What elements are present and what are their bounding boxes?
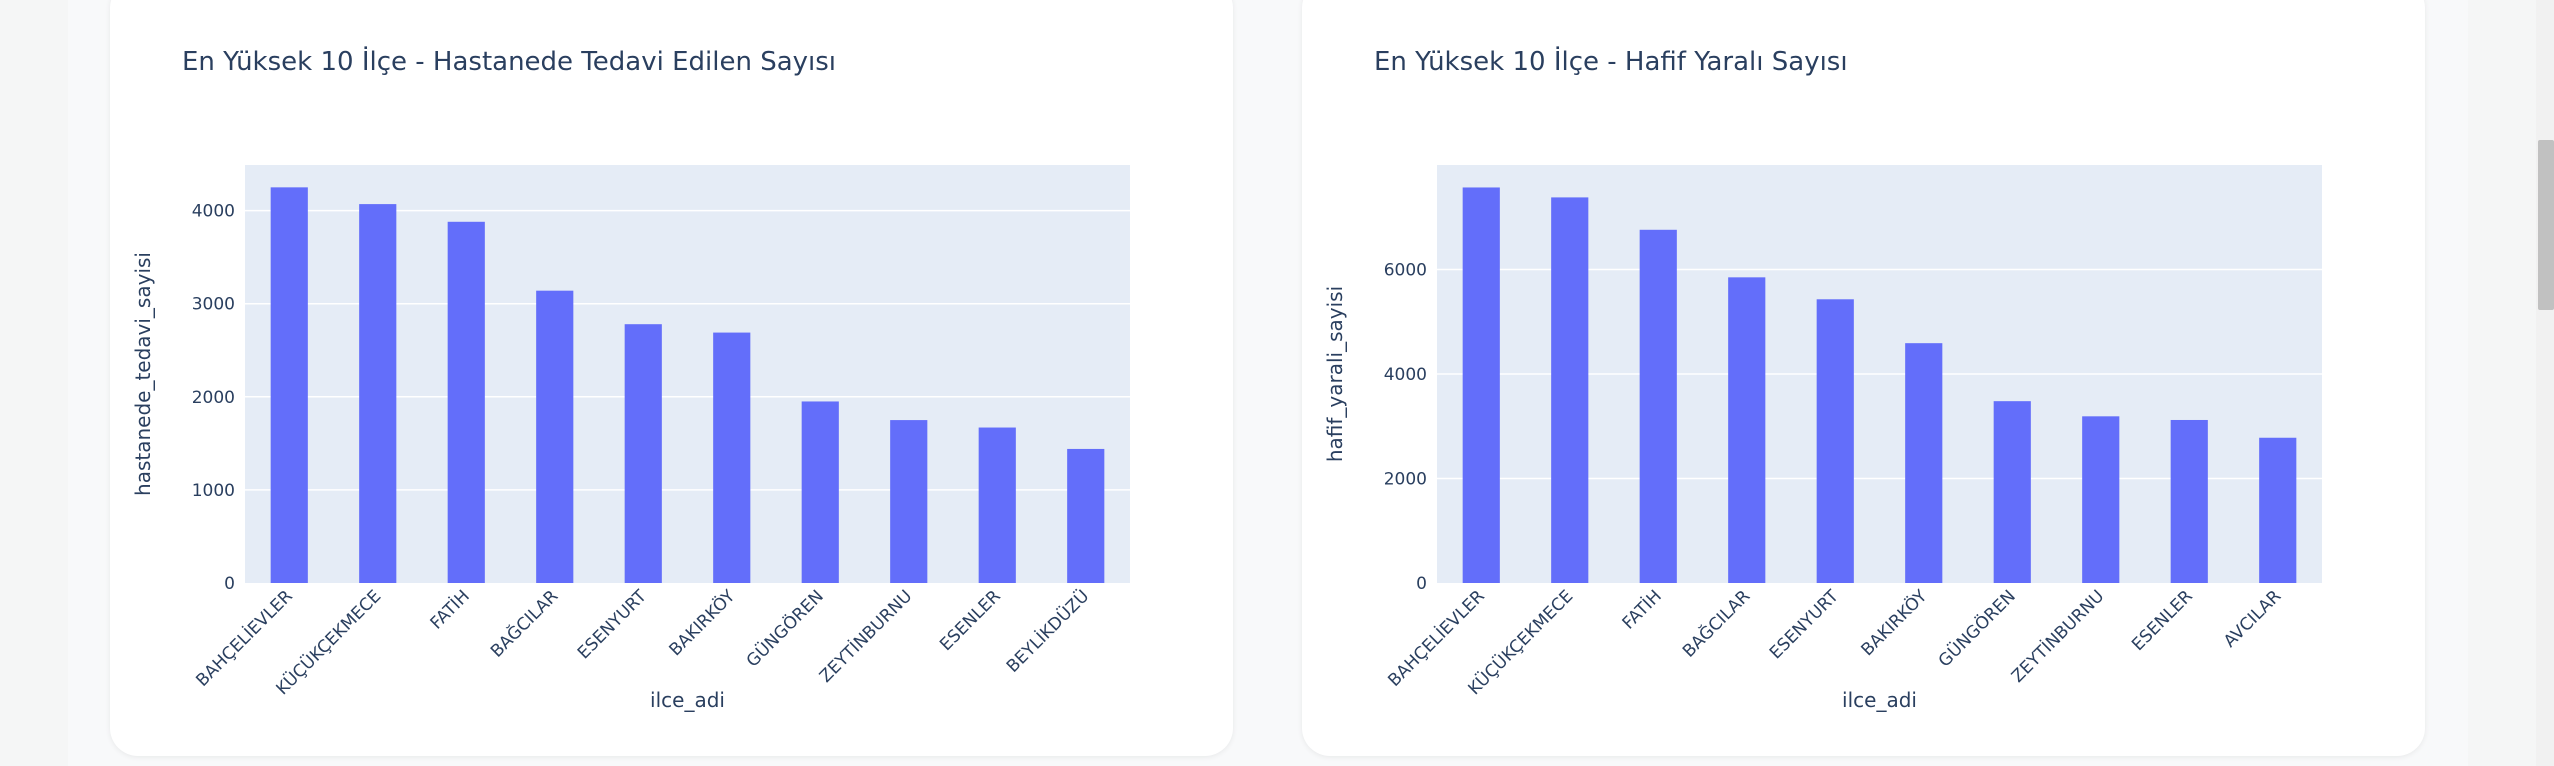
x-tick-label: ZEYTİNBURNU [2007,586,2108,687]
bar[interactable] [624,324,662,583]
x-tick-label: BAKIRKÖY [664,585,740,661]
bar[interactable] [270,187,308,583]
bar[interactable] [890,420,928,583]
y-tick-label: 4000 [192,202,235,222]
scrollbar-track[interactable] [2536,0,2554,766]
x-axis-title: ilce_adi [650,688,725,712]
x-tick-label: ESENLER [936,586,1005,655]
y-axis-title: hafif_yarali_sayisi [1323,286,1347,462]
x-tick-label: BAKIRKÖY [1856,585,1932,661]
x-tick-label: BAHÇELİEVLER [1384,586,1489,691]
y-tick-label: 6000 [1384,261,1427,281]
bar[interactable] [1067,448,1105,583]
x-axis-title: ilce_adi [1842,688,1917,712]
y-tick-label: 3000 [192,295,235,315]
bar[interactable] [1905,343,1943,583]
y-tick-label: 0 [1416,574,1427,594]
x-tick-label: ESENYURT [1766,586,1843,663]
bar[interactable] [978,427,1016,583]
bar[interactable] [359,204,397,583]
bar[interactable] [2170,419,2208,583]
chart-title: En Yüksek 10 İlçe - Hastanede Tedavi Edi… [182,45,836,77]
chart-card-light-injured: En Yüksek 10 İlçe - Hafif Yaralı Sayısı 0… [1302,0,2425,756]
x-tick-label: FATİH [426,586,474,634]
x-tick-label: BAĞCILAR [1678,585,1755,662]
bar[interactable] [713,332,751,583]
bar[interactable] [1551,197,1589,583]
chart-card-hospital-treated: En Yüksek 10 İlçe - Hastanede Tedavi Edi… [110,0,1233,756]
x-tick-label: GÜNGÖREN [741,585,827,671]
y-tick-label: 0 [224,574,235,594]
bar[interactable] [801,401,839,583]
x-tick-label: BAHÇELİEVLER [192,586,297,691]
bar[interactable] [536,290,574,583]
bar[interactable] [2082,416,2120,583]
x-tick-label: FATİH [1618,586,1666,634]
bar[interactable] [1993,401,2031,583]
y-axis-title: hastanede_tedavi_sayisi [131,252,155,496]
bar[interactable] [1462,187,1500,583]
x-tick-label: GÜNGÖREN [1933,585,2019,671]
bar[interactable] [2259,437,2297,583]
x-tick-label: AVCILAR [2220,586,2285,651]
y-tick-label: 4000 [1384,365,1427,385]
y-tick-label: 2000 [192,388,235,408]
bar[interactable] [1728,277,1766,583]
bar[interactable] [1639,229,1677,584]
chart-light-injured: En Yüksek 10 İlçe - Hafif Yaralı Sayısı 0… [1323,45,2322,712]
x-tick-label: ESENLER [2128,586,2197,655]
bar[interactable] [1816,299,1854,583]
chart-title: En Yüksek 10 İlçe - Hafif Yaralı Sayısı [1374,45,1848,77]
x-tick-label: ZEYTİNBURNU [815,586,916,687]
bar[interactable] [447,221,485,583]
y-tick-label: 2000 [1384,470,1427,490]
chart-hospital-treated: En Yüksek 10 İlçe - Hastanede Tedavi Edi… [131,45,1130,712]
x-tick-label: BEYLİKDÜZÜ [1002,585,1094,677]
scrollbar-thumb[interactable] [2538,140,2554,310]
x-tick-label: BAĞCILAR [486,585,563,662]
x-tick-label: ESENYURT [574,586,651,663]
y-tick-label: 1000 [192,481,235,501]
